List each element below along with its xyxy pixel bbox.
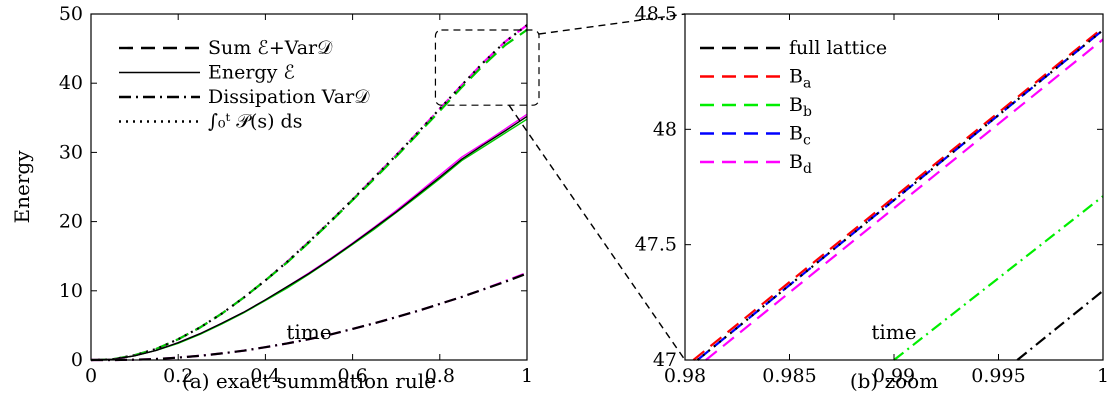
connector-line bbox=[538, 13, 686, 35]
x-tick-label: 0.8 bbox=[425, 365, 455, 387]
zoom-box bbox=[434, 29, 540, 106]
legend-label-sub: c bbox=[803, 133, 811, 149]
y-tick-label: 20 bbox=[59, 211, 83, 233]
series-line bbox=[90, 24, 528, 362]
y-tick-label: 40 bbox=[59, 72, 83, 94]
legend-label-sub: a bbox=[803, 76, 811, 92]
x-axis-label: time bbox=[871, 320, 916, 344]
tick-group: 0.98 0.985 0.99 0.995 1 47 47.5 48 48.5 bbox=[635, 3, 1109, 387]
x-tick-label: 0.2 bbox=[163, 365, 193, 387]
y-tick-label: 50 bbox=[59, 3, 83, 25]
series-line bbox=[696, 29, 1104, 361]
zoom-connectors bbox=[508, 13, 686, 361]
series-line bbox=[1016, 289, 1104, 361]
y-tick-label: 48.5 bbox=[635, 3, 677, 25]
series-group bbox=[692, 26, 1104, 361]
axes-frame bbox=[90, 13, 528, 361]
legend-label-main: B bbox=[789, 66, 803, 88]
x-tick-label: 0.985 bbox=[762, 365, 816, 387]
x-tick-label: 1 bbox=[1097, 365, 1109, 387]
y-tick-label: 10 bbox=[59, 280, 83, 302]
axes-frame bbox=[684, 13, 1104, 361]
series-line bbox=[91, 272, 528, 362]
series-line bbox=[90, 24, 528, 362]
caption-a: (a) exact summation rule bbox=[182, 369, 436, 393]
series-group bbox=[90, 24, 528, 362]
y-tick-label: 48 bbox=[653, 118, 677, 140]
y-tick-label: 47.5 bbox=[635, 234, 677, 256]
legend-label: Ba bbox=[789, 66, 811, 92]
legend-label: Energy ℰ bbox=[208, 62, 295, 84]
y-tick-label: 30 bbox=[59, 141, 83, 163]
connector-line bbox=[508, 104, 686, 361]
series-line bbox=[705, 38, 1104, 361]
legend-label-sub: b bbox=[803, 104, 812, 120]
legend-label: full lattice bbox=[789, 37, 887, 59]
legend-label: Sum ℰ+Var𝒟 bbox=[208, 37, 333, 59]
legend-label-main: full lattice bbox=[789, 37, 887, 59]
x-tick-label: 0.99 bbox=[873, 365, 915, 387]
series-line bbox=[91, 271, 528, 362]
series-line bbox=[90, 28, 528, 362]
legend-label: Dissipation Var𝒟 bbox=[208, 86, 370, 108]
x-tick-label: 0.6 bbox=[337, 365, 367, 387]
y-tick-label: 47 bbox=[653, 349, 677, 371]
legend-label: Bc bbox=[789, 123, 811, 149]
series-line bbox=[893, 195, 1104, 361]
legend-label: ∫₀ᵗ 𝒫(s) ds bbox=[208, 111, 302, 133]
legend-label-sub: d bbox=[803, 161, 812, 177]
y-axis-label: Energy bbox=[10, 150, 34, 224]
legend-label: Bb bbox=[789, 94, 812, 120]
legend-label: Bd bbox=[789, 151, 812, 177]
legend-label-main: B bbox=[789, 151, 803, 173]
series-line bbox=[90, 115, 528, 361]
panel-zoom: 0.98 0.985 0.99 0.995 1 47 47.5 48 48.5 time ful… bbox=[635, 3, 1109, 393]
x-tick-label: 1 bbox=[521, 365, 533, 387]
x-tick-label: 0 bbox=[85, 365, 97, 387]
legend-label-main: B bbox=[789, 123, 803, 145]
x-tick-label: 0.995 bbox=[971, 365, 1025, 387]
y-tick-label: 0 bbox=[71, 349, 83, 371]
x-tick-label: 0.98 bbox=[664, 365, 706, 387]
x-tick-label: 0.4 bbox=[250, 365, 280, 387]
legend-label-main: B bbox=[789, 94, 803, 116]
caption-b: (b) zoom bbox=[850, 369, 938, 393]
x-axis-label: time bbox=[286, 320, 331, 344]
